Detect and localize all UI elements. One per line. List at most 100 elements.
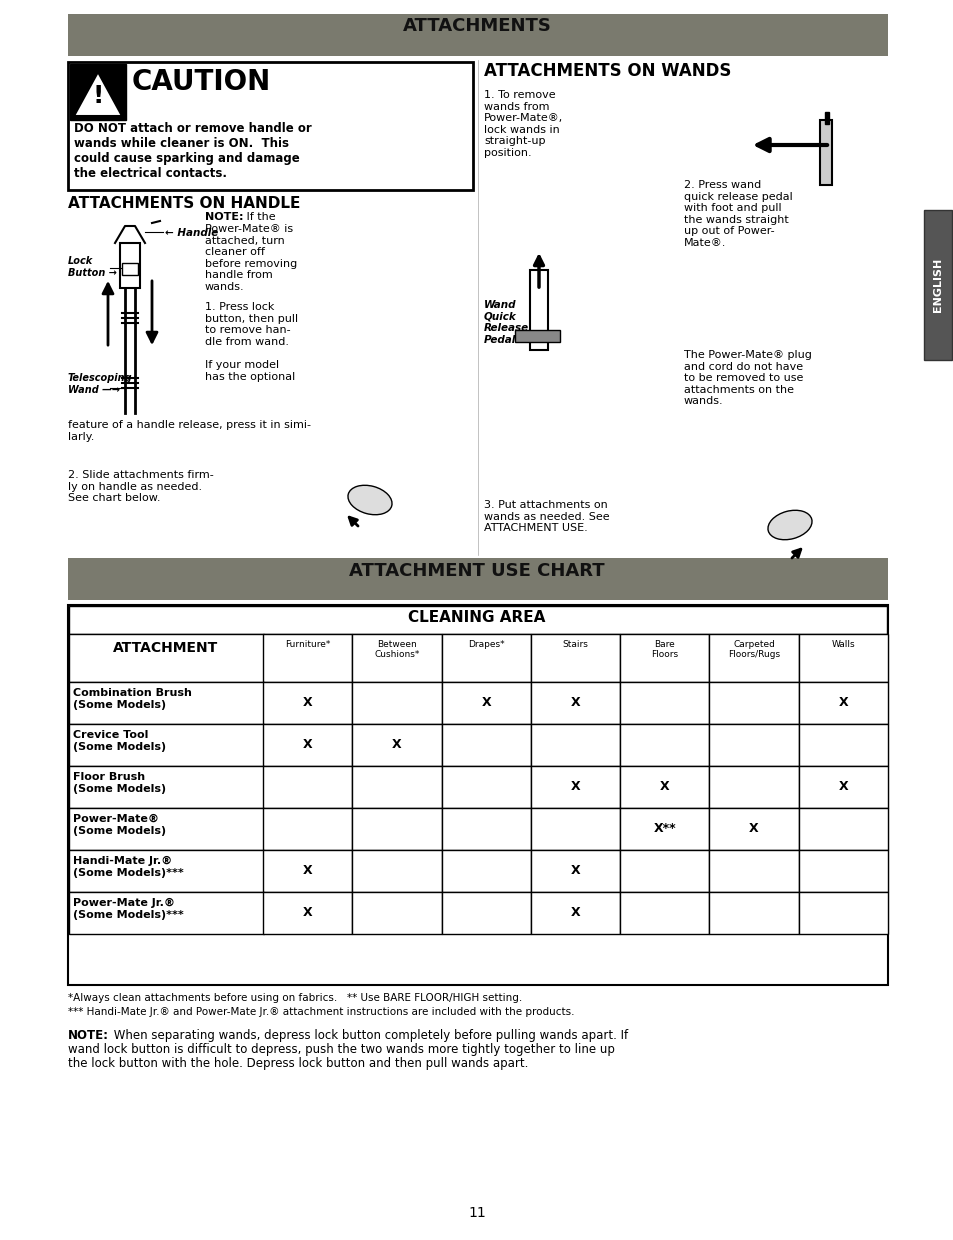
Text: Power-Mate®
(Some Models): Power-Mate® (Some Models) [73,813,166,836]
Text: Crevice Tool
(Some Models): Crevice Tool (Some Models) [73,730,166,751]
Bar [441,849,530,892]
Bar [709,724,798,766]
Text: ATTACHMENTS ON WANDS: ATTACHMENTS ON WANDS [483,62,731,81]
Bar [798,892,887,934]
Text: 1. Press lock
button, then pull
to remove han-
dle from wand.: 1. Press lock button, then pull to remov… [205,303,297,347]
Bar [619,682,709,724]
Bar [619,849,709,892]
Bar [263,724,352,766]
Text: X: X [481,697,491,709]
Text: X: X [748,822,758,836]
Bar [352,766,441,808]
Text: Wand
Quick
Release
Pedal: Wand Quick Release Pedal [483,300,529,345]
Text: NOTE:: NOTE: [68,1029,109,1042]
Bar [70,64,126,120]
Text: 3. Put attachments on
wands as needed. See
ATTACHMENT USE.: 3. Put attachments on wands as needed. S… [483,500,609,533]
Text: If your model
has the optional: If your model has the optional [205,360,294,382]
Bar [122,263,138,275]
Bar [530,808,619,849]
Text: ← Handle: ← Handle [165,228,218,238]
Bar [530,766,619,808]
Bar [824,112,828,124]
Bar [69,682,264,724]
Text: wand lock button is difficult to depress, push the two wands more tightly togeth: wand lock button is difficult to depress… [68,1043,615,1056]
Bar [709,808,798,849]
Bar [68,62,473,190]
Bar [530,270,547,350]
Bar [352,808,441,849]
Bar [68,605,887,985]
Text: !: ! [92,84,104,108]
Text: CAUTION: CAUTION [132,68,271,95]
Text: X: X [302,906,313,920]
Text: 2. Slide attachments firm-
ly on handle as needed.
See chart below.: 2. Slide attachments firm- ly on handle … [68,470,213,503]
Text: X: X [392,739,401,751]
Bar [69,849,264,892]
Bar [441,766,530,808]
Text: the lock button with the hole. Depress lock button and then pull wands apart.: the lock button with the hole. Depress l… [68,1056,528,1070]
Bar [530,849,619,892]
Bar [69,892,264,934]
Bar [69,766,264,808]
Text: 1. To remove
wands from
Power-Mate®,
lock wands in
straight-up
position.: 1. To remove wands from Power-Mate®, loc… [483,91,562,157]
Bar [69,808,264,849]
Bar [709,766,798,808]
Bar [441,634,530,682]
Text: X: X [302,697,313,709]
Text: X: X [570,780,579,794]
Text: X: X [302,739,313,751]
Text: 2. Press wand
quick release pedal
with foot and pull
the wands straight
up out o: 2. Press wand quick release pedal with f… [683,180,792,248]
Bar [68,14,887,56]
Bar [68,558,887,600]
Bar [263,766,352,808]
Bar [352,634,441,682]
Bar [530,682,619,724]
Text: 11: 11 [468,1207,485,1220]
Text: X**: X** [653,822,676,836]
Text: The Power-Mate® plug
and cord do not have
to be removed to use
attachments on th: The Power-Mate® plug and cord do not hav… [683,350,811,407]
Bar [441,724,530,766]
Bar [798,724,887,766]
Text: *Always clean attachments before using on fabrics.   ** Use BARE FLOOR/HIGH sett: *Always clean attachments before using o… [68,993,521,1003]
Bar [352,849,441,892]
Bar [530,634,619,682]
Text: Floor Brush
(Some Models): Floor Brush (Some Models) [73,773,166,794]
Bar [923,210,951,360]
Bar [69,724,264,766]
Bar [530,724,619,766]
Bar [619,892,709,934]
Bar [619,766,709,808]
Text: X: X [570,864,579,878]
Bar [530,892,619,934]
Bar [69,634,264,682]
Text: feature of a handle release, press it in simi-
larly.: feature of a handle release, press it in… [68,420,311,441]
Bar [798,849,887,892]
Bar [709,892,798,934]
Bar [515,330,559,342]
Text: ATTACHMENT USE CHART: ATTACHMENT USE CHART [349,562,604,580]
Text: Handi-Mate Jr.®
(Some Models)***: Handi-Mate Jr.® (Some Models)*** [73,856,184,878]
Text: X: X [659,780,669,794]
Bar [352,682,441,724]
Bar [820,120,831,185]
Bar [263,892,352,934]
Bar [263,808,352,849]
Text: X: X [570,697,579,709]
Ellipse shape [767,511,811,539]
Text: Lock
Button →: Lock Button → [68,255,117,278]
Bar [709,634,798,682]
Text: Power-Mate Jr.®
(Some Models)***: Power-Mate Jr.® (Some Models)*** [73,898,184,920]
Text: X: X [570,906,579,920]
Text: X: X [838,780,847,794]
Bar [263,634,352,682]
Polygon shape [74,72,122,117]
Text: ENGLISH: ENGLISH [932,258,942,312]
Bar [798,766,887,808]
Text: *** Handi-Mate Jr.® and Power-Mate Jr.® attachment instructions are included wit: *** Handi-Mate Jr.® and Power-Mate Jr.® … [68,1007,574,1017]
Bar [441,808,530,849]
Text: ATTACHMENTS ON HANDLE: ATTACHMENTS ON HANDLE [68,196,300,211]
Text: NOTE:: NOTE: [205,212,243,222]
Text: Furniture*: Furniture* [285,640,330,649]
Text: Drapes*: Drapes* [467,640,504,649]
Text: X: X [838,697,847,709]
